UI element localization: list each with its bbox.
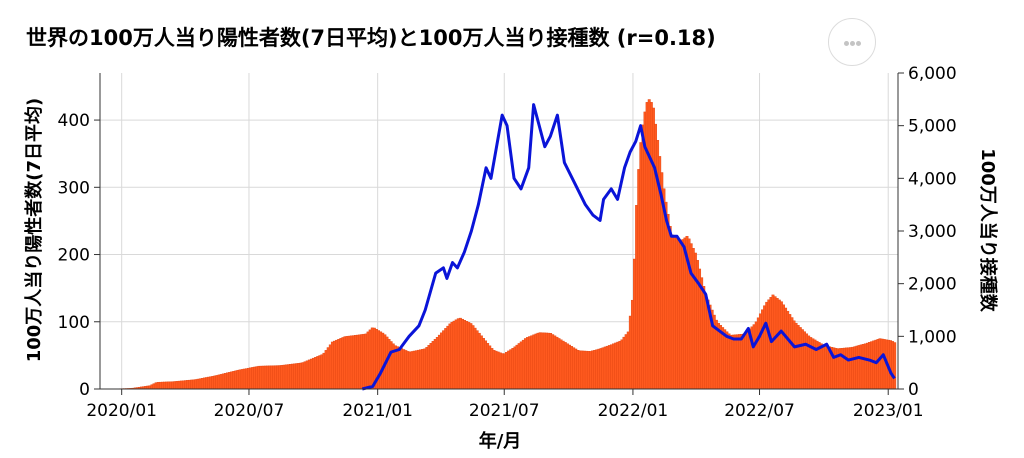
y-right-tick-label: 0 <box>908 380 919 400</box>
vaccinations-line <box>361 103 896 391</box>
y-axis-left-title: 100万人当り陽性者数(7日平均) <box>23 98 45 363</box>
tick-labels: 2020/01 2020/07 2021/01 2021/07 2022/01 2022/… <box>58 64 957 421</box>
y-left-tick-label: 0 <box>79 380 90 400</box>
more-horizontal-icon <box>844 41 849 46</box>
y-left-tick-label: 300 <box>58 178 90 198</box>
x-tick-label: 2023/01 <box>853 401 924 421</box>
y-right-tick-label: 3,000 <box>908 222 957 242</box>
y-left-tick-label: 100 <box>58 313 90 333</box>
x-tick-label: 2021/07 <box>469 401 540 421</box>
case-bar <box>893 342 897 390</box>
vaccination-line <box>361 103 896 391</box>
y-left-tick-label: 400 <box>58 111 90 131</box>
y-axis-right-title: 100万人当り接種数 <box>977 148 999 313</box>
x-tick-label: 2021/01 <box>342 401 413 421</box>
x-tick-label: 2020/01 <box>86 401 157 421</box>
y-right-tick-label: 4,000 <box>908 169 957 189</box>
more-horizontal-icon-dot <box>856 41 861 46</box>
more-options-button[interactable] <box>828 18 876 66</box>
more-horizontal-icon-dot <box>850 41 855 46</box>
cases-bars <box>110 99 897 390</box>
chart-title: 世界の100万人当り陽性者数(7日平均)と100万人当り接種数 (r=0.18) <box>26 26 716 50</box>
y-right-tick-label: 5,000 <box>908 117 957 137</box>
x-axis-title: 年/月 <box>479 430 522 452</box>
x-tick-label: 2020/07 <box>214 401 285 421</box>
axes <box>99 73 899 390</box>
x-tick-label: 2022/01 <box>598 401 669 421</box>
x-tick-label: 2022/07 <box>724 401 795 421</box>
y-left-tick-label: 200 <box>58 246 90 266</box>
y-right-tick-label: 6,000 <box>908 64 957 84</box>
y-right-tick-label: 2,000 <box>908 275 957 295</box>
y-right-tick-label: 1,000 <box>908 327 957 347</box>
